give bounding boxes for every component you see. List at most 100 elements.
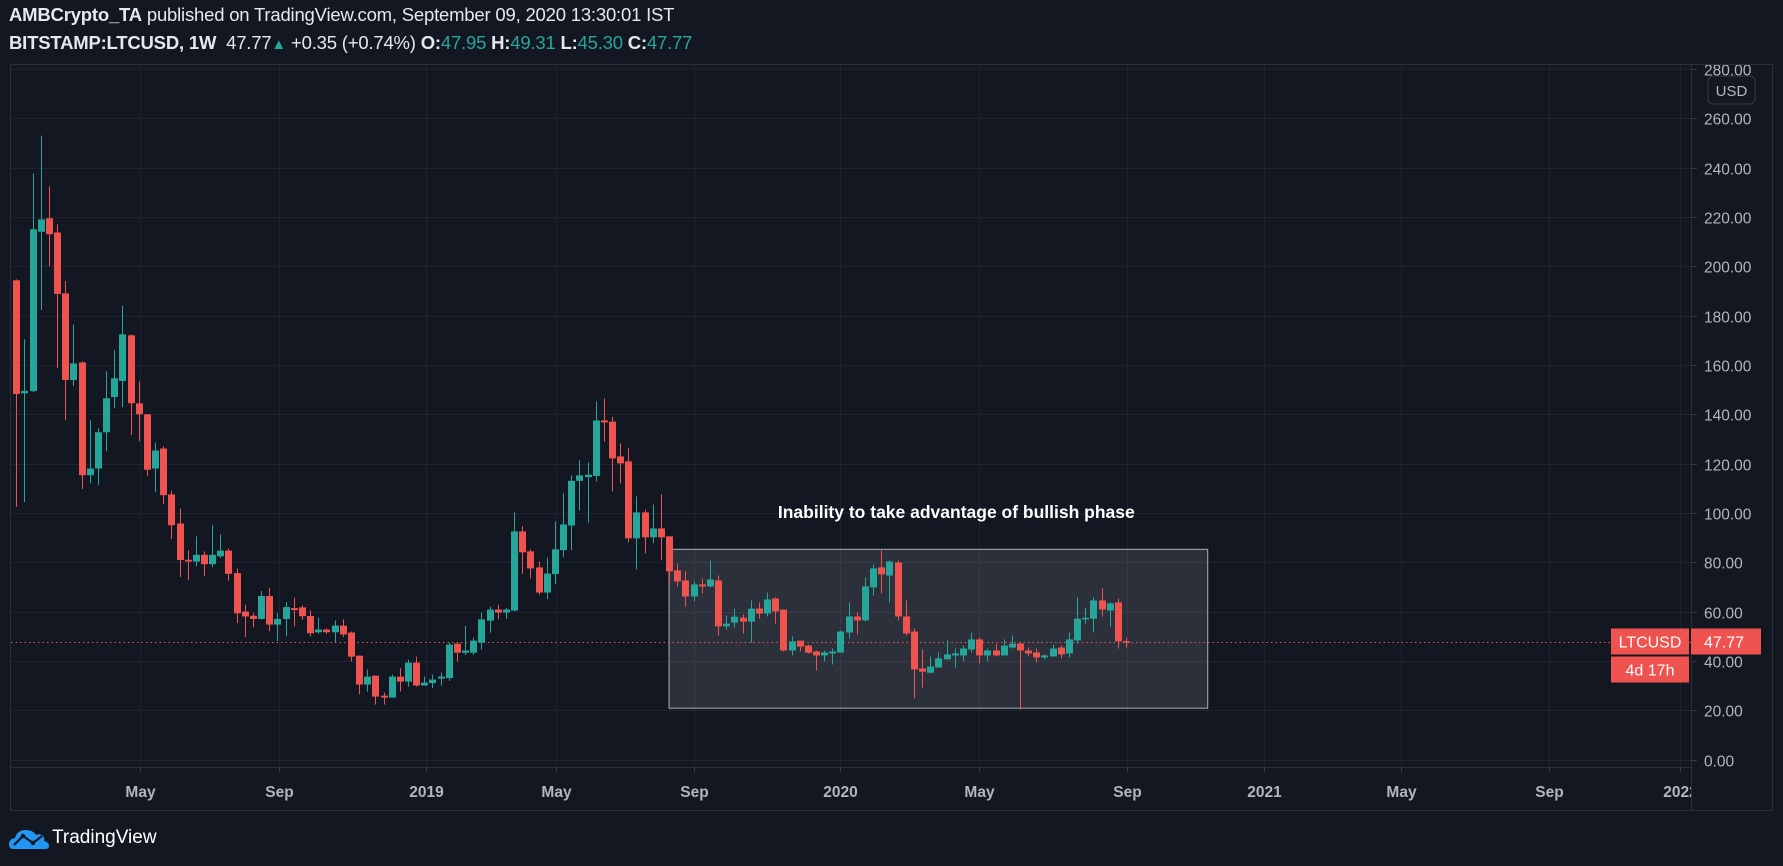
candle[interactable] <box>495 604 502 620</box>
candle[interactable] <box>544 557 551 600</box>
candle[interactable] <box>903 600 910 636</box>
candle[interactable] <box>976 637 983 664</box>
tradingview-logo[interactable]: TradingView <box>9 826 157 850</box>
candle[interactable] <box>1082 607 1089 624</box>
candle[interactable] <box>152 442 159 493</box>
candle[interactable] <box>478 612 485 650</box>
candle[interactable] <box>128 334 135 435</box>
candle[interactable] <box>38 135 45 310</box>
candle[interactable] <box>274 613 281 642</box>
candle[interactable] <box>756 602 763 619</box>
candle[interactable] <box>576 460 583 511</box>
candle[interactable] <box>446 642 453 681</box>
candle[interactable] <box>487 606 494 633</box>
candle[interactable] <box>340 619 347 638</box>
candle[interactable] <box>266 587 273 632</box>
candle[interactable] <box>381 692 388 705</box>
candle[interactable] <box>54 224 61 369</box>
candle[interactable] <box>119 305 126 408</box>
candle[interactable] <box>617 443 624 484</box>
candle[interactable] <box>405 659 412 687</box>
candle[interactable] <box>601 398 608 442</box>
candle[interactable] <box>625 448 632 543</box>
candle[interactable] <box>1050 644 1057 657</box>
candle[interactable] <box>144 414 151 476</box>
candle[interactable] <box>886 560 893 603</box>
candle[interactable] <box>21 339 28 503</box>
candle[interactable] <box>177 508 184 578</box>
candle[interactable] <box>968 632 975 653</box>
candle[interactable] <box>250 613 257 628</box>
candle[interactable] <box>30 173 37 393</box>
candle[interactable] <box>691 581 698 602</box>
candle[interactable] <box>283 602 290 637</box>
candle[interactable] <box>217 534 224 559</box>
candle[interactable] <box>70 324 77 387</box>
candle[interactable] <box>527 549 534 579</box>
candle[interactable] <box>797 640 804 652</box>
candle[interactable] <box>429 674 436 688</box>
candle[interactable] <box>723 615 730 630</box>
candle[interactable] <box>911 628 918 699</box>
candle[interactable] <box>895 560 902 621</box>
range-box[interactable] <box>668 548 1209 709</box>
price-axis[interactable]: 0.00 20.00 40.00 60.00 80.00 100.00 120.00 140.… <box>1691 63 1752 771</box>
candle[interactable] <box>1033 648 1040 663</box>
candle[interactable] <box>511 512 518 612</box>
candle[interactable] <box>1025 647 1032 657</box>
candle[interactable] <box>201 551 208 577</box>
candle[interactable] <box>299 605 306 620</box>
candle[interactable] <box>944 640 951 660</box>
candle[interactable] <box>209 525 216 568</box>
candle[interactable] <box>397 668 404 692</box>
currency-badge[interactable]: USD <box>1707 75 1756 105</box>
candle[interactable] <box>421 676 428 686</box>
candle[interactable] <box>225 548 232 581</box>
candle[interactable] <box>193 536 200 567</box>
candle[interactable] <box>438 672 445 686</box>
candle[interactable] <box>821 650 828 662</box>
candle[interactable] <box>87 420 94 484</box>
candle[interactable] <box>764 592 771 617</box>
candle[interactable] <box>454 643 461 662</box>
candle[interactable] <box>536 561 543 595</box>
candle[interactable] <box>168 490 175 540</box>
candle[interactable] <box>462 625 469 655</box>
candle[interactable] <box>642 509 649 554</box>
annotation-text[interactable]: Inability to take advantage of bullish p… <box>778 502 1135 522</box>
candle[interactable] <box>307 610 314 637</box>
candle[interactable] <box>666 536 673 584</box>
candle[interactable] <box>674 563 681 587</box>
candle[interactable] <box>1058 645 1065 659</box>
candle[interactable] <box>748 600 755 643</box>
candle[interactable] <box>364 669 371 692</box>
candle[interactable] <box>699 578 706 594</box>
candle[interactable] <box>95 428 102 486</box>
candle[interactable] <box>552 521 559 585</box>
candle[interactable] <box>862 577 869 622</box>
candle[interactable] <box>503 607 510 619</box>
candle[interactable] <box>79 361 86 489</box>
candle[interactable] <box>13 279 20 507</box>
candle[interactable] <box>682 571 689 607</box>
candle[interactable] <box>372 675 379 705</box>
candle[interactable] <box>242 604 249 638</box>
candle[interactable] <box>1009 635 1016 649</box>
candle[interactable] <box>291 597 298 627</box>
candle[interactable] <box>1001 639 1008 656</box>
candle[interactable] <box>568 475 575 551</box>
candle[interactable] <box>805 644 812 654</box>
candle[interactable] <box>846 602 853 639</box>
candle[interactable] <box>935 652 942 668</box>
candle[interactable] <box>1066 632 1073 658</box>
time-axis[interactable]: May Sep 2019 May Sep 2020 May Sep 2021 May Sep 2022 <box>125 767 1697 801</box>
candle[interactable] <box>707 560 714 588</box>
candle[interactable] <box>593 401 600 482</box>
candle[interactable] <box>46 186 53 267</box>
candle[interactable] <box>185 550 192 581</box>
candle[interactable] <box>780 609 787 652</box>
candle[interactable] <box>633 496 640 570</box>
candle[interactable] <box>560 493 567 558</box>
candle[interactable] <box>837 630 844 653</box>
candle[interactable] <box>323 628 330 634</box>
